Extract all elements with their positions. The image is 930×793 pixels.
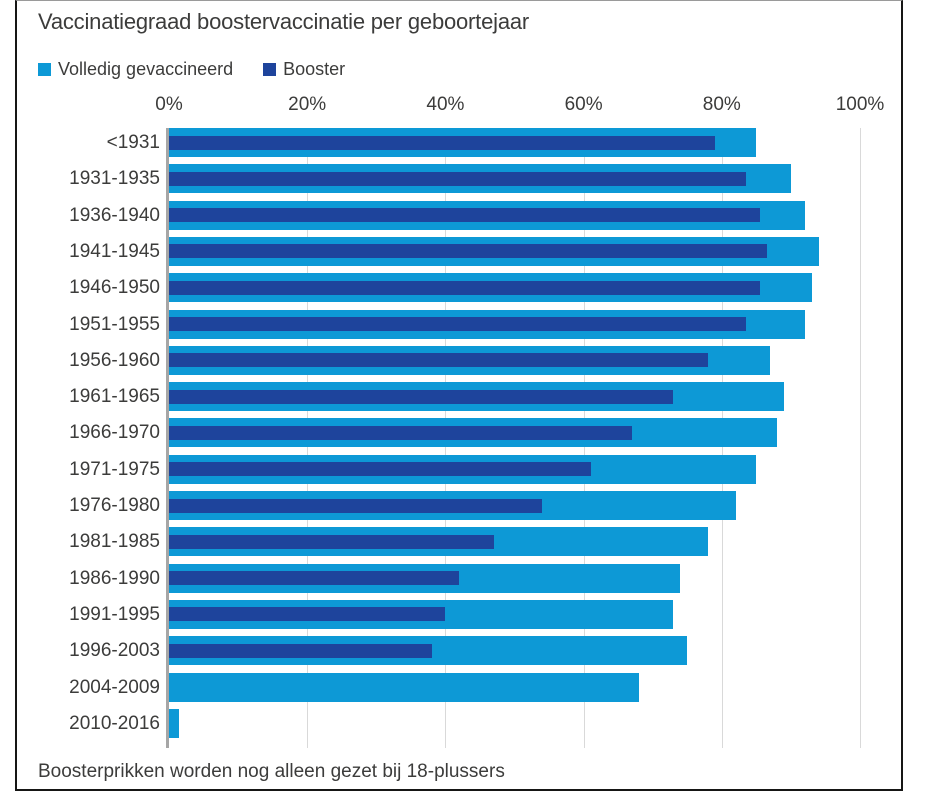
bar-booster: [169, 135, 715, 150]
chart-title: Vaccinatiegraad boostervaccinatie per ge…: [38, 9, 530, 34]
legend-item-volledig-gevaccineerd: Volledig gevaccineerd: [38, 59, 233, 80]
bar-volledig-gevaccineerd: [169, 454, 757, 484]
category-label: 1971-1975: [69, 458, 160, 480]
category-label: 1986-1990: [69, 567, 160, 589]
bar-booster: [169, 607, 446, 622]
category-labels: <1931 1931-1935 1936-1940 1941-1945 1946-195…: [0, 128, 160, 748]
bar-booster: [169, 643, 432, 658]
category-label: 2010-2016: [69, 712, 160, 734]
category-label: 1956-1960: [69, 349, 160, 371]
plot-area: [166, 128, 861, 748]
category-label: 1936-1940: [69, 204, 160, 226]
bar-booster: [169, 425, 632, 440]
bar-volledig-gevaccineerd: [169, 672, 639, 702]
category-label: 1991-1995: [69, 603, 160, 625]
x-axis-tick: 60%: [564, 94, 603, 115]
bar-booster: [169, 244, 767, 259]
category-label: 1981-1985: [69, 531, 160, 553]
category-label: 1976-1980: [69, 495, 160, 516]
bar-volledig-gevaccineerd: [169, 273, 812, 303]
chart-footnote: Boosterprikken worden nog alleen gezet b…: [38, 761, 505, 782]
bar-volledig-gevaccineerd: [169, 382, 784, 412]
legend: Volledig gevaccineerd Booster: [38, 59, 345, 80]
x-axis-tick: 100%: [835, 94, 885, 115]
bar-booster: [169, 389, 674, 404]
bar-booster: [169, 353, 708, 368]
bar-booster: [169, 208, 760, 223]
legend-item-booster: Booster: [263, 59, 345, 80]
category-label: 1946-1950: [69, 277, 160, 299]
legend-swatch-booster-icon: [263, 63, 277, 76]
category-label: 1951-1955: [69, 313, 160, 335]
bar-volledig-gevaccineerd: [169, 491, 736, 520]
bar-volledig-gevaccineerd: [169, 236, 819, 266]
bar-booster: [169, 534, 494, 549]
bar-volledig-gevaccineerd: [169, 599, 674, 629]
category-label: <1931: [106, 132, 160, 153]
bar-volledig-gevaccineerd: [169, 418, 778, 448]
gridline: [860, 128, 861, 748]
bar-volledig-gevaccineerd: [169, 708, 180, 738]
x-axis: 0% 20% 40% 60% 80% 100%: [155, 94, 884, 118]
bar-volledig-gevaccineerd: [169, 345, 771, 375]
x-axis-tick: 0%: [155, 94, 183, 115]
legend-label-booster: Booster: [283, 59, 346, 79]
category-label: 1966-1970: [69, 422, 160, 444]
legend-label-volledig: Volledig gevaccineerd: [58, 59, 234, 79]
bar-booster: [169, 171, 746, 186]
category-label: 1996-2003: [69, 640, 160, 662]
bar-booster: [169, 280, 760, 295]
bar-booster: [169, 317, 746, 331]
bar-volledig-gevaccineerd: [169, 636, 688, 666]
bar-volledig-gevaccineerd: [169, 309, 805, 339]
bar-volledig-gevaccineerd: [169, 164, 791, 194]
bar-booster: [169, 462, 591, 477]
category-label: 2004-2009: [69, 676, 160, 698]
legend-swatch-volledig-icon: [38, 63, 51, 76]
bar-volledig-gevaccineerd: [169, 563, 681, 593]
category-label: 1961-1965: [69, 386, 160, 408]
bar-booster: [169, 498, 543, 513]
bar-volledig-gevaccineerd: [169, 527, 708, 557]
bar-volledig-gevaccineerd: [169, 200, 805, 230]
category-label: 1941-1945: [69, 240, 160, 262]
category-label: 1931-1935: [69, 168, 160, 190]
bar-volledig-gevaccineerd: [169, 128, 757, 157]
x-axis-tick: 80%: [702, 94, 741, 115]
x-axis-tick: 20%: [288, 94, 327, 115]
y-axis-line: [166, 128, 169, 748]
bar-booster: [169, 571, 460, 586]
x-axis-tick: 40%: [426, 94, 465, 115]
